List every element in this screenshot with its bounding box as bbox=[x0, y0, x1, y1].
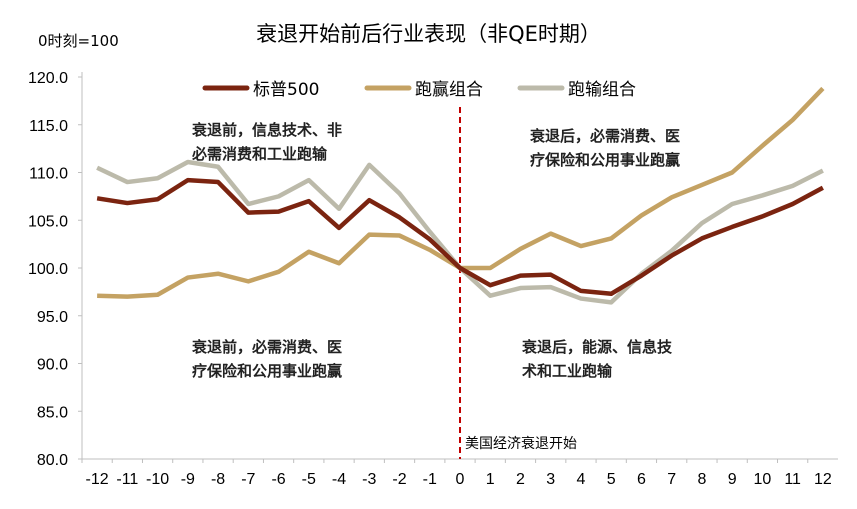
x-tick-label: -2 bbox=[392, 471, 406, 488]
x-tick-label: 4 bbox=[577, 471, 586, 488]
annotation-post-outperform: 衰退后，必需消费、医 疗保险和公用事业跑赢 bbox=[530, 127, 681, 169]
x-tick-label: -3 bbox=[362, 471, 376, 488]
y-tick-label: 105.0 bbox=[28, 213, 68, 230]
x-tick-label: -11 bbox=[116, 471, 138, 488]
y-tick-label: 85.0 bbox=[37, 404, 68, 421]
x-tick-label: 1 bbox=[486, 471, 495, 488]
vline-label: 美国经济衰退开始 bbox=[465, 436, 577, 452]
y-tick-label: 115.0 bbox=[29, 118, 68, 135]
annotation-pre-underperform: 衰退前，信息技术、非 必需消费和工业跑输 bbox=[192, 121, 343, 163]
annotation-post-underperform: 衰退后，能源、信息技 术和工业跑输 bbox=[522, 338, 673, 380]
unit-note: 0时刻=100 bbox=[38, 32, 119, 50]
legend-label: 跑赢组合 bbox=[415, 80, 483, 100]
y-tick-label: 100.0 bbox=[28, 261, 68, 278]
legend-label: 标普500 bbox=[253, 80, 319, 100]
x-tick-label: -12 bbox=[86, 471, 109, 488]
y-tick-label: 110.0 bbox=[29, 166, 68, 183]
y-tick-label: 120.0 bbox=[28, 70, 68, 87]
x-tick-label: 0 bbox=[456, 471, 465, 488]
x-tick-label: -6 bbox=[271, 471, 285, 488]
x-tick-label: 6 bbox=[637, 471, 646, 488]
x-tick-label: -1 bbox=[423, 471, 437, 488]
legend-label: 跑输组合 bbox=[568, 80, 636, 100]
y-tick-label: 90.0 bbox=[37, 357, 68, 374]
x-tick-label: 3 bbox=[546, 471, 555, 488]
x-tick-label: -10 bbox=[146, 471, 169, 488]
x-tick-label: -4 bbox=[332, 471, 346, 488]
x-tick-label: 12 bbox=[814, 471, 832, 488]
x-tick-label: 7 bbox=[667, 471, 676, 488]
x-tick-label: 2 bbox=[516, 471, 525, 488]
x-tick-label: -5 bbox=[302, 471, 316, 488]
x-tick-label: 9 bbox=[728, 471, 737, 488]
annotation-pre-outperform: 衰退前，必需消费、医 疗保险和公用事业跑赢 bbox=[192, 338, 343, 380]
x-tick-label: -7 bbox=[241, 471, 255, 488]
chart-title: 衰退开始前后行业表现（非QE时期） bbox=[256, 22, 601, 46]
y-tick-label: 95.0 bbox=[37, 309, 68, 326]
y-tick-label: 80.0 bbox=[37, 452, 68, 469]
x-tick-label: -8 bbox=[211, 471, 225, 488]
x-tick-label: 10 bbox=[754, 471, 772, 488]
x-tick-label: 8 bbox=[697, 471, 706, 488]
x-tick-label: 5 bbox=[607, 471, 616, 488]
x-tick-label: 11 bbox=[784, 471, 801, 488]
x-tick-label: -9 bbox=[181, 471, 195, 488]
